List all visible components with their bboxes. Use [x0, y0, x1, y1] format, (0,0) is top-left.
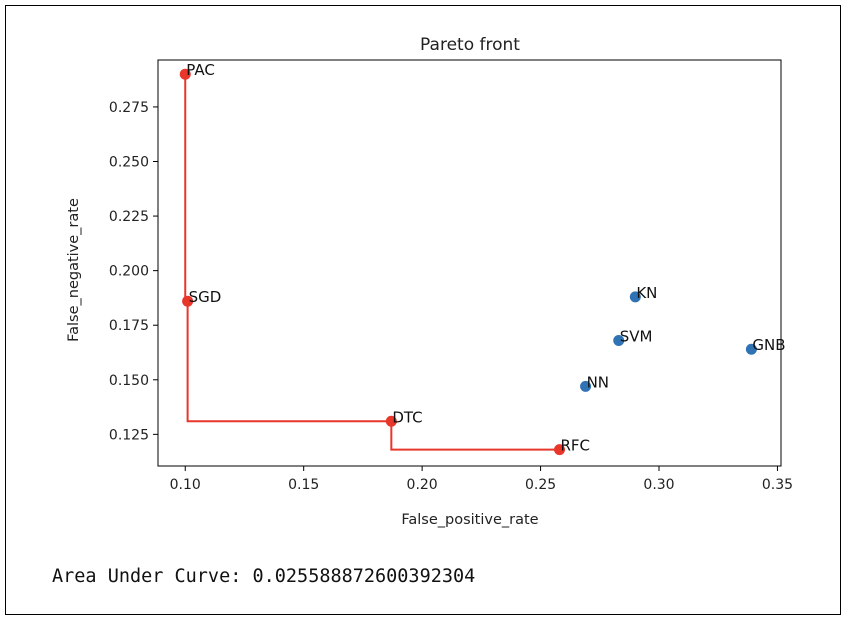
x-axis-ticks: 0.10 0.15 0.20 0.25 0.30 0.35	[170, 466, 793, 493]
x-axis-label: False_positive_rate	[401, 512, 538, 528]
data-points	[179, 68, 757, 456]
y-axis-label: False_negative_rate	[66, 198, 82, 342]
x-tick-label: 0.35	[762, 477, 793, 493]
point-label-gnb: GNB	[752, 336, 785, 354]
x-tick-label: 0.10	[170, 477, 201, 493]
point-svm	[613, 334, 625, 346]
y-tick-label: 0.175	[109, 318, 149, 334]
auc-output: Area Under Curve: 0.025588872600392304	[52, 566, 475, 587]
y-tick-label: 0.225	[109, 209, 149, 225]
x-tick-label: 0.30	[643, 477, 674, 493]
point-gnb	[745, 343, 757, 355]
y-tick-label: 0.150	[109, 373, 149, 389]
point-label-svm: SVM	[620, 327, 653, 345]
point-label-pac: PAC	[186, 61, 215, 79]
y-tick-label: 0.275	[109, 100, 149, 116]
auc-label: Area Under Curve:	[52, 566, 242, 587]
point-label-dtc: DTC	[392, 408, 422, 426]
notebook-output-frame	[5, 5, 841, 615]
point-rfc	[554, 444, 566, 456]
point-label-sgd: SGD	[189, 288, 222, 306]
point-label-nn: NN	[587, 373, 609, 391]
point-nn	[580, 380, 592, 392]
point-kn	[629, 291, 641, 303]
pareto-step-line	[184, 74, 560, 451]
y-tick-label: 0.250	[109, 155, 149, 171]
x-tick-label: 0.20	[407, 477, 438, 493]
point-sgd	[182, 295, 194, 307]
x-tick-label: 0.15	[288, 477, 319, 493]
y-tick-label: 0.200	[109, 264, 149, 280]
x-tick-label: 0.25	[525, 477, 556, 493]
pareto-chart: Pareto front 0.10 0.15 0.20 0.25 0.30 0.35 0.…	[66, 35, 793, 528]
chart-title: Pareto front	[420, 35, 520, 55]
point-labels: PAC SGD DTC RFC NN SVM KN GNB	[186, 61, 785, 454]
auc-value: 0.025588872600392304	[252, 566, 476, 587]
point-dtc	[385, 415, 397, 427]
y-tick-label: 0.125	[109, 427, 149, 443]
point-label-rfc: RFC	[561, 437, 591, 455]
point-pac	[179, 68, 191, 80]
point-label-kn: KN	[636, 284, 657, 302]
plot-area	[157, 59, 782, 467]
y-axis-ticks: 0.125 0.150 0.175 0.200 0.225 0.250 0.275	[109, 100, 158, 443]
